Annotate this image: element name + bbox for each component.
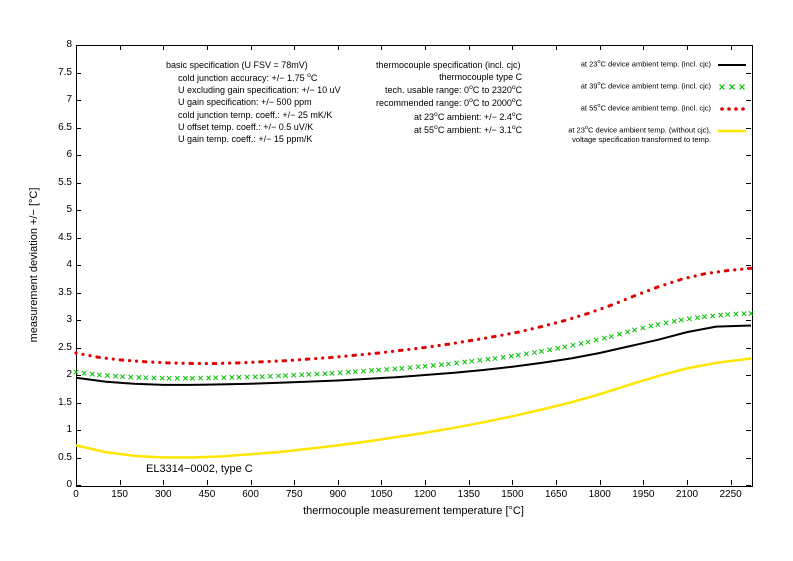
- chart-container: thermocouple measurement temperature [°C…: [0, 0, 793, 561]
- spec-basic-block: basic specification (U FSV = 78mV)cold j…: [166, 59, 341, 145]
- y-axis-label: measurement deviation +/− [°C]: [28, 155, 40, 375]
- spec-tc-block: thermocouple specification (incl. cjc)th…: [376, 59, 522, 136]
- x-axis-label: thermocouple measurement temperature [°C…: [76, 505, 751, 517]
- device-annotation: EL3314−0002, type C: [146, 463, 253, 475]
